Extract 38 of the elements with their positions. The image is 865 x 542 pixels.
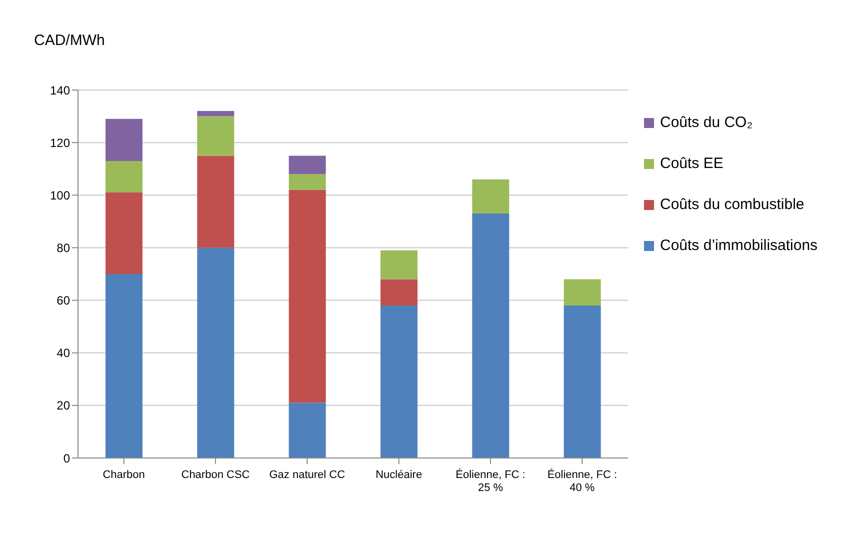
bar bbox=[472, 179, 510, 214]
y-tick-label: 100 bbox=[50, 188, 70, 202]
bar bbox=[380, 306, 418, 458]
y-tick-label: 80 bbox=[56, 240, 70, 255]
bar bbox=[564, 279, 601, 306]
y-axis-title: CAD/MWh bbox=[34, 32, 105, 49]
bar bbox=[106, 160, 142, 193]
bar bbox=[197, 248, 234, 458]
x-tick-label: Nucléaire bbox=[376, 469, 422, 481]
bar bbox=[197, 116, 234, 156]
y-tick-label: 140 bbox=[50, 83, 70, 98]
bar bbox=[564, 306, 601, 458]
bar bbox=[197, 156, 234, 248]
bar bbox=[472, 214, 510, 458]
bar bbox=[288, 190, 326, 403]
bar bbox=[288, 174, 326, 190]
y-tick-label: 120 bbox=[50, 136, 70, 150]
x-tick-label: Charbon bbox=[102, 469, 145, 481]
bar bbox=[106, 274, 142, 458]
legend-label: Coûts du combustible bbox=[660, 196, 804, 213]
bar bbox=[197, 111, 234, 116]
x-tick-label: Charbon CSC bbox=[181, 469, 250, 481]
x-tick-label: Gaz naturel CC bbox=[269, 469, 346, 481]
bar bbox=[288, 402, 326, 458]
bar bbox=[380, 279, 418, 306]
y-tick-label: 40 bbox=[56, 346, 70, 360]
y-tick-label: 20 bbox=[56, 398, 70, 413]
legend-label: Coûts d’immobilisations bbox=[660, 237, 818, 254]
y-tick-label: 0 bbox=[63, 451, 70, 466]
bar bbox=[106, 192, 142, 274]
legend-label: Coûts du CO₂ bbox=[660, 114, 753, 131]
bar bbox=[288, 156, 326, 174]
bar bbox=[380, 250, 418, 280]
legend-label: Coûts EE bbox=[660, 155, 724, 172]
x-tick-label: Éolienne, FC : 40 % bbox=[547, 468, 618, 494]
y-tick-label: 60 bbox=[56, 294, 70, 308]
x-tick-label: Éolienne, FC : 25 % bbox=[456, 468, 526, 494]
bar bbox=[106, 118, 142, 161]
